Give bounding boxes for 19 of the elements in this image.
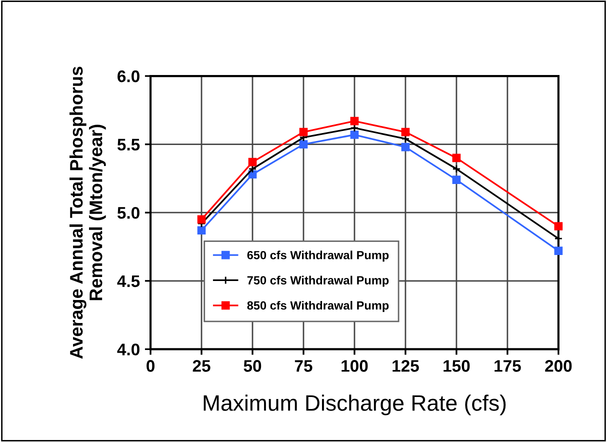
x-tick-label: 150: [444, 360, 470, 372]
y-axis-title: Average Annual Total Phosphorus Removal (Mton/year): [69, 66, 106, 359]
y-tick-label: 6.0: [118, 70, 140, 82]
x-tick-label: 200: [545, 360, 572, 372]
legend-label: 750 cfs Withdrawal Pump: [247, 276, 389, 287]
y-tick-label: 4.5: [117, 275, 140, 288]
y-tick-label: 5.5: [117, 138, 140, 151]
x-tick-label: 100: [342, 360, 368, 372]
x-axis-title: Maximum Discharge Rate (cfs): [204, 394, 506, 416]
legend-label: 850 cfs Withdrawal Pump: [247, 300, 389, 312]
x-tick-label: 25: [192, 360, 210, 372]
x-tick-label: 0: [146, 360, 154, 372]
x-tick-label: 175: [494, 360, 521, 372]
x-tick-label: 125: [392, 360, 419, 372]
x-tick-label: 75: [294, 360, 312, 372]
legend-label: 650 cfs Withdrawal Pump: [247, 250, 389, 262]
y-tick-label: 4.0: [117, 344, 140, 356]
x-tick-label: 50: [244, 360, 262, 372]
y-tick-label: 5.0: [117, 207, 140, 219]
